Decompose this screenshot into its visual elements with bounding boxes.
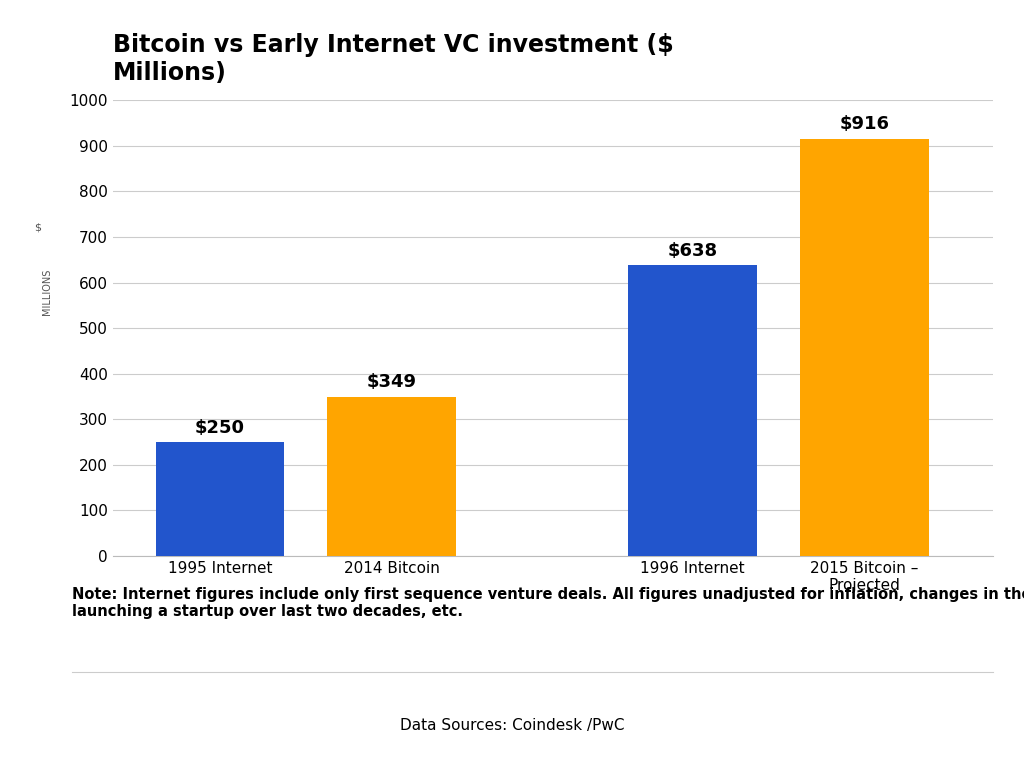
Bar	[328, 397, 457, 556]
Bar	[800, 139, 929, 556]
Text: MILLIONS: MILLIONS	[42, 269, 51, 315]
Bar	[628, 266, 757, 556]
Text: $916: $916	[840, 115, 890, 133]
Bar	[156, 442, 285, 556]
Text: Bitcoin vs Early Internet VC investment ($
Millions): Bitcoin vs Early Internet VC investment …	[113, 32, 674, 84]
Text: $638: $638	[668, 242, 718, 259]
Text: Data Sources: Coindesk /PwC: Data Sources: Coindesk /PwC	[399, 719, 625, 733]
Text: Note: Internet figures include only first sequence venture deals. All figures un: Note: Internet figures include only firs…	[72, 587, 1024, 619]
Text: $250: $250	[195, 418, 245, 436]
Text: $: $	[34, 223, 41, 233]
Text: $349: $349	[367, 374, 417, 391]
